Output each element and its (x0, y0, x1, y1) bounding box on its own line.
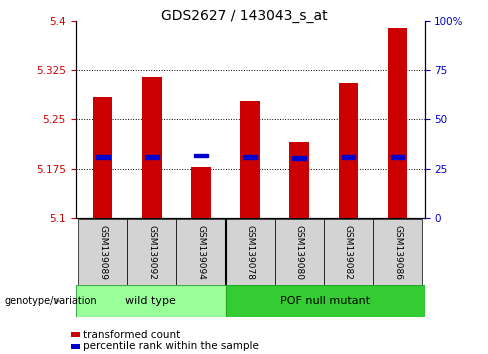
Text: GSM139080: GSM139080 (295, 225, 304, 280)
Bar (339, 84, 358, 218)
Text: GSM139094: GSM139094 (197, 225, 205, 280)
Bar (93, 97, 113, 218)
Bar (324, 219, 373, 285)
Text: GSM139082: GSM139082 (344, 225, 353, 280)
Bar (78, 219, 127, 285)
Bar (142, 77, 162, 218)
Bar (225, 219, 275, 285)
Bar (373, 219, 422, 285)
Bar (391, 155, 405, 159)
Text: GDS2627 / 143043_s_at: GDS2627 / 143043_s_at (161, 9, 327, 23)
Text: POF null mutant: POF null mutant (280, 296, 370, 306)
Bar (275, 219, 324, 285)
Bar (96, 155, 109, 159)
Text: percentile rank within the sample: percentile rank within the sample (83, 341, 259, 351)
Bar (127, 219, 176, 285)
Bar (194, 154, 208, 158)
Text: GSM139078: GSM139078 (245, 225, 255, 280)
Bar (225, 285, 425, 317)
Bar (292, 156, 306, 160)
Text: wild type: wild type (125, 296, 176, 306)
Bar (76, 285, 225, 317)
Bar (342, 155, 355, 159)
Text: transformed count: transformed count (83, 330, 180, 339)
Text: GSM139092: GSM139092 (147, 225, 156, 280)
Bar (191, 167, 211, 218)
Bar (176, 219, 225, 285)
Text: GSM139086: GSM139086 (393, 225, 402, 280)
Bar (289, 142, 309, 218)
Text: GSM139089: GSM139089 (98, 225, 107, 280)
Bar (243, 155, 257, 159)
Bar (240, 101, 260, 218)
Text: genotype/variation: genotype/variation (5, 296, 98, 306)
Bar (387, 28, 407, 218)
Bar (145, 155, 159, 159)
